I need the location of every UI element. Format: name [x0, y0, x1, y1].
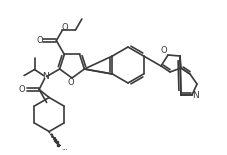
Text: O: O — [36, 36, 42, 45]
Text: O: O — [160, 46, 167, 55]
Text: O: O — [61, 23, 67, 32]
Text: N: N — [192, 91, 198, 100]
Text: O: O — [67, 78, 74, 88]
Text: N: N — [42, 72, 49, 81]
Text: ...: ... — [61, 144, 68, 151]
Text: O: O — [19, 85, 25, 94]
